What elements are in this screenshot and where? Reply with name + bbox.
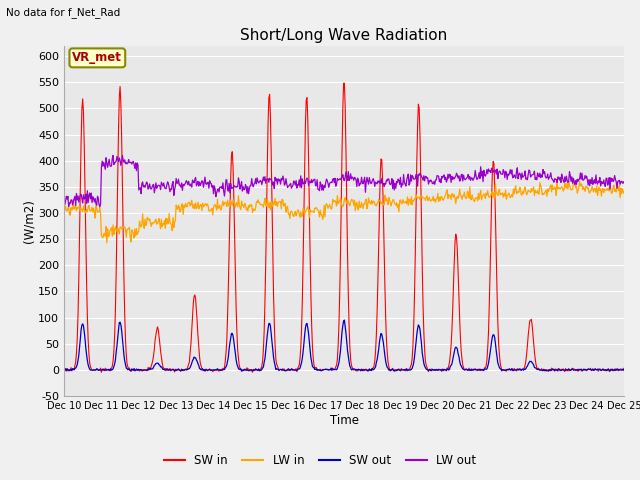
LW out: [414, 183, 422, 189]
SW in: [620, 365, 628, 371]
LW in: [429, 193, 437, 199]
SW out: [414, 326, 422, 332]
Line: SW out: SW out: [64, 320, 624, 371]
LW out: [70, 196, 78, 202]
SW in: [97, 370, 105, 375]
LW in: [60, 208, 68, 214]
LW out: [430, 179, 438, 184]
SW out: [620, 366, 628, 372]
Line: LW out: LW out: [64, 156, 624, 207]
SW out: [128, 366, 136, 372]
Legend: SW in, LW in, SW out, LW out: SW in, LW in, SW out, LW out: [159, 449, 481, 472]
SW out: [185, 366, 193, 372]
SW in: [215, 368, 223, 374]
LW in: [103, 240, 111, 246]
SW in: [70, 367, 78, 372]
SW out: [340, 317, 348, 323]
LW out: [216, 184, 223, 190]
LW out: [109, 153, 117, 158]
SW out: [70, 367, 78, 373]
Line: SW in: SW in: [64, 83, 624, 372]
SW out: [215, 367, 223, 373]
Title: Short/Long Wave Radiation: Short/Long Wave Radiation: [241, 28, 447, 43]
LW in: [413, 195, 420, 201]
SW out: [201, 368, 209, 374]
LW in: [129, 228, 136, 234]
LW in: [620, 190, 628, 196]
Line: LW in: LW in: [64, 181, 624, 243]
LW in: [570, 178, 578, 184]
Y-axis label: (W/m2): (W/m2): [22, 199, 35, 243]
LW out: [129, 158, 137, 164]
LW in: [70, 206, 78, 212]
LW out: [620, 180, 628, 186]
SW in: [414, 123, 422, 129]
SW in: [129, 367, 136, 373]
SW out: [430, 367, 438, 372]
SW out: [60, 367, 68, 373]
LW out: [60, 200, 68, 206]
SW in: [186, 359, 193, 365]
SW in: [430, 367, 438, 372]
Text: VR_met: VR_met: [72, 51, 122, 64]
LW out: [186, 183, 194, 189]
LW out: [96, 204, 104, 210]
LW in: [215, 204, 223, 210]
SW in: [340, 80, 348, 86]
SW in: [60, 367, 68, 372]
Text: No data for f_Net_Rad: No data for f_Net_Rad: [6, 7, 121, 18]
X-axis label: Time: Time: [330, 414, 358, 427]
LW in: [186, 199, 193, 205]
